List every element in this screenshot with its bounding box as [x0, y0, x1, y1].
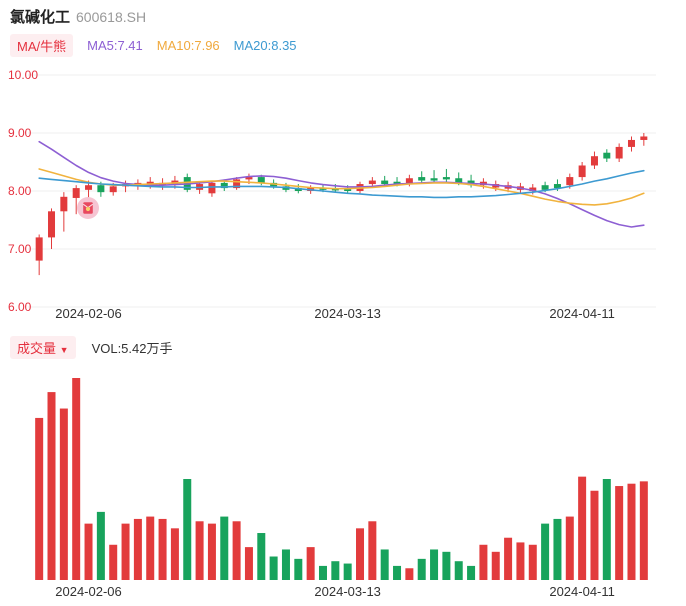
candlestick-chart[interactable]: 10.00 9.00 8.00 7.00 6.00 2024-02-06 2024-03-1…	[0, 52, 686, 322]
svg-text:2024-03-13: 2024-03-13	[314, 306, 381, 321]
ma-mode-toggle[interactable]: MA/牛熊	[10, 34, 74, 57]
volume-dropdown[interactable]: 成交量 ▼	[10, 336, 76, 359]
volume-chart[interactable]: 2024-02-06 2024-03-13 2024-04-11	[0, 362, 686, 606]
svg-text:6.00: 6.00	[8, 300, 32, 314]
volume-header: 成交量 ▼ VOL:5.42万手	[10, 336, 173, 359]
svg-text:9.00: 9.00	[8, 126, 32, 140]
svg-text:7.00: 7.00	[8, 242, 32, 256]
svg-text:2024-04-11: 2024-04-11	[549, 584, 615, 599]
svg-text:2024-03-13: 2024-03-13	[314, 584, 381, 599]
svg-text:2024-04-11: 2024-04-11	[549, 306, 615, 321]
ma10-readout: MA10:7.96	[156, 38, 220, 53]
svg-text:10.00: 10.00	[8, 68, 38, 82]
red-packet-badge-icon[interactable]	[76, 196, 100, 220]
indicator-legend: MA/牛熊 MA5:7.41 MA10:7.96 MA20:8.35	[10, 34, 297, 57]
stock-code: 600618.SH	[76, 9, 147, 25]
svg-text:2024-02-06: 2024-02-06	[55, 584, 122, 599]
svg-text:8.00: 8.00	[8, 184, 32, 198]
volume-readout: VOL:5.42万手	[91, 341, 173, 356]
ma5-readout: MA5:7.41	[87, 38, 143, 53]
ma20-readout: MA20:8.35	[233, 38, 297, 53]
page-header: 氯碱化工 600618.SH	[10, 6, 146, 27]
volume-label: 成交量	[17, 341, 57, 356]
svg-text:2024-02-06: 2024-02-06	[55, 306, 122, 321]
chevron-down-icon: ▼	[59, 345, 69, 355]
stock-name: 氯碱化工	[10, 9, 71, 26]
